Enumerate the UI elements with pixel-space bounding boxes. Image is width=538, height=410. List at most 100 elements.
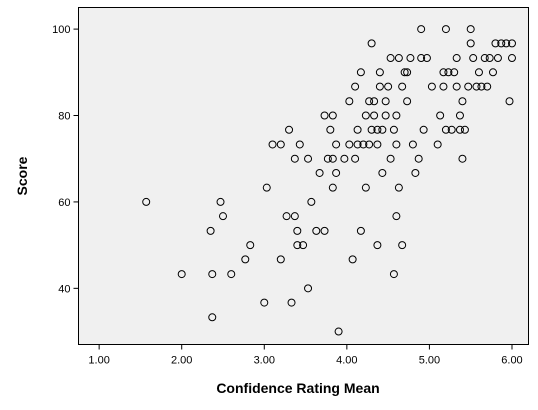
data-point xyxy=(386,154,395,163)
data-point xyxy=(502,39,511,48)
data-point xyxy=(477,82,486,91)
data-point xyxy=(295,140,304,149)
data-point xyxy=(268,140,277,149)
y-tick-label: 60 xyxy=(58,197,70,209)
y-axis-title: Score xyxy=(14,156,30,195)
data-point xyxy=(480,54,489,63)
data-point xyxy=(367,125,376,134)
data-point xyxy=(483,82,492,91)
x-tick-label: 2.00 xyxy=(171,355,192,367)
data-point xyxy=(334,327,343,336)
data-point xyxy=(246,241,255,250)
x-tick-label: 4.00 xyxy=(336,355,357,367)
data-point xyxy=(351,82,360,91)
data-point xyxy=(326,125,335,134)
data-point xyxy=(276,255,285,264)
data-point xyxy=(353,125,362,134)
data-point xyxy=(304,284,313,293)
data-point xyxy=(441,125,450,134)
data-point xyxy=(406,54,415,63)
x-axis-title: Confidence Rating Mean xyxy=(216,380,379,396)
data-point xyxy=(436,111,445,120)
data-point xyxy=(505,97,514,106)
data-point xyxy=(361,111,370,120)
data-point xyxy=(491,39,500,48)
data-point xyxy=(328,183,337,192)
data-point xyxy=(218,212,227,221)
data-point xyxy=(359,140,368,149)
x-axis: 1.00 2.00 3.00 4.00 5.00 6.00 xyxy=(88,344,523,367)
data-point xyxy=(392,140,401,149)
data-point xyxy=(375,82,384,91)
data-point xyxy=(345,140,354,149)
data-point xyxy=(348,255,357,264)
data-point xyxy=(206,226,215,235)
data-point xyxy=(227,270,236,279)
data-point xyxy=(370,111,379,120)
data-point xyxy=(488,68,497,77)
data-point xyxy=(353,140,362,149)
data-point xyxy=(392,111,401,120)
data-point xyxy=(493,54,502,63)
data-point xyxy=(485,54,494,63)
data-point xyxy=(455,125,464,134)
x-tick-label: 1.00 xyxy=(88,355,109,367)
data-point xyxy=(304,154,313,163)
data-point xyxy=(444,68,453,77)
data-point xyxy=(389,270,398,279)
data-point xyxy=(351,154,360,163)
data-point xyxy=(452,82,461,91)
data-point xyxy=(497,39,506,48)
data-point xyxy=(345,97,354,106)
data-point xyxy=(447,125,456,134)
data-point xyxy=(307,197,316,206)
data-point xyxy=(422,54,431,63)
data-points xyxy=(142,25,516,336)
y-tick-label: 80 xyxy=(58,111,70,123)
data-point xyxy=(356,68,365,77)
data-point xyxy=(287,298,296,307)
data-point xyxy=(375,68,384,77)
data-point xyxy=(507,54,516,63)
data-point xyxy=(469,54,478,63)
data-point xyxy=(320,111,329,120)
data-point xyxy=(389,125,398,134)
data-point xyxy=(386,54,395,63)
x-tick-label: 5.00 xyxy=(419,355,440,367)
data-point xyxy=(262,183,271,192)
data-point xyxy=(403,97,412,106)
data-point xyxy=(328,154,337,163)
data-point xyxy=(417,25,426,34)
data-point xyxy=(332,168,341,177)
data-point xyxy=(458,154,467,163)
data-point xyxy=(293,226,302,235)
data-point xyxy=(373,125,382,134)
data-point xyxy=(293,241,302,250)
data-point xyxy=(332,140,341,149)
data-point xyxy=(312,226,321,235)
data-point xyxy=(367,39,376,48)
data-point xyxy=(472,82,481,91)
data-point xyxy=(466,25,475,34)
data-point xyxy=(208,270,217,279)
data-point xyxy=(177,270,186,279)
data-point xyxy=(142,197,151,206)
data-point xyxy=(433,140,442,149)
data-point xyxy=(373,140,382,149)
data-point xyxy=(290,154,299,163)
data-point xyxy=(441,25,450,34)
data-point xyxy=(458,97,467,106)
data-point xyxy=(394,54,403,63)
data-point xyxy=(411,168,420,177)
data-point xyxy=(373,241,382,250)
data-point xyxy=(260,298,269,307)
data-point xyxy=(455,111,464,120)
data-point xyxy=(340,154,349,163)
data-point xyxy=(474,68,483,77)
data-point xyxy=(417,54,426,63)
data-point xyxy=(419,125,428,134)
data-point xyxy=(328,111,337,120)
y-tick-label: 40 xyxy=(58,283,70,295)
data-point xyxy=(365,97,374,106)
